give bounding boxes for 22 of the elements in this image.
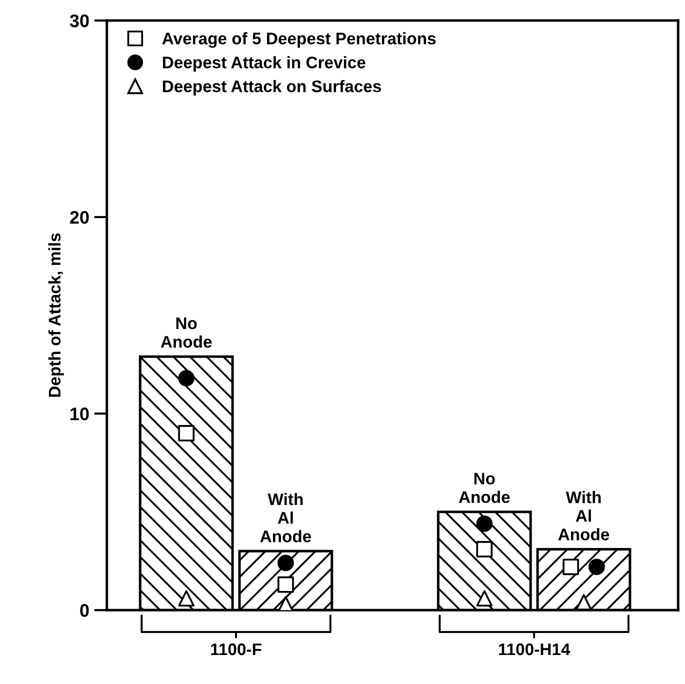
x-tick-label: No Anode bbox=[160, 318, 212, 348]
point bbox=[278, 554, 294, 572]
point bbox=[476, 515, 493, 532]
point bbox=[178, 590, 195, 607]
x-tick-label: With Al Anode bbox=[558, 491, 610, 540]
point bbox=[178, 425, 195, 442]
legend-label: Deepest Attack in Crevice bbox=[162, 56, 366, 72]
y-tick-label: 30 bbox=[70, 14, 89, 28]
point bbox=[178, 370, 195, 386]
y-tick-label: 0 bbox=[80, 604, 89, 617]
x-tick-label: No Anode bbox=[458, 472, 510, 504]
text: 1100-H14 bbox=[498, 643, 570, 656]
x-tick-label: With Al Anode bbox=[260, 492, 312, 542]
y-tick-label: 10 bbox=[70, 408, 89, 420]
legend-label: Deepest Attack on Surfaces bbox=[162, 80, 382, 96]
legend-label: Average of 5 Deepest Penetrations bbox=[162, 32, 436, 48]
point bbox=[476, 541, 493, 558]
y-tick-label: 20 bbox=[70, 210, 89, 224]
point bbox=[278, 576, 294, 593]
text: 1100-F bbox=[211, 643, 262, 656]
point bbox=[476, 590, 493, 607]
y-axis-title: Depth of Attack, mils bbox=[48, 233, 64, 397]
